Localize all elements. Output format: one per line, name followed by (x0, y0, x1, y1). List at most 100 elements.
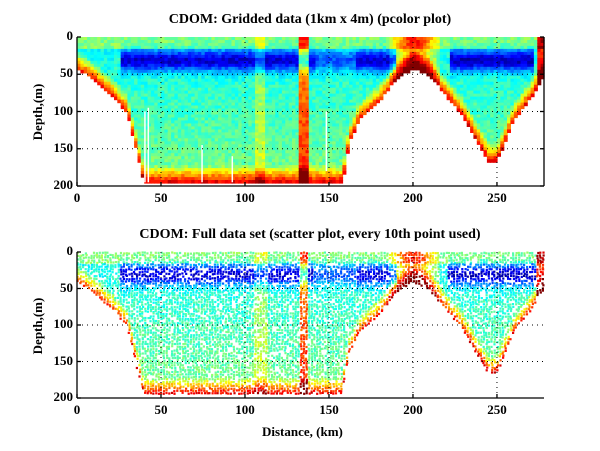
pcolor-cell (466, 87, 471, 92)
pcolor-cell (463, 90, 468, 95)
pcolor-cell (473, 57, 478, 62)
pcolor-cell (460, 96, 464, 101)
pcolor-cell (399, 48, 404, 53)
pcolor-cell (493, 69, 498, 74)
pcolor-cell (325, 90, 330, 95)
pcolor-cell (490, 153, 495, 157)
pcolor-cell (335, 117, 340, 122)
pcolor-cell (208, 45, 212, 50)
pcolor-cell (497, 99, 501, 104)
pcolor-cell (177, 54, 182, 59)
pcolor-cell (392, 72, 397, 77)
pcolor-cell (93, 72, 98, 77)
pcolor-cell (194, 117, 199, 122)
pcolor-cell (332, 108, 337, 113)
pcolor-cell (332, 40, 337, 44)
pcolor-cell (325, 66, 330, 71)
scatter-point (85, 272, 88, 275)
pcolor-cell (224, 165, 229, 169)
pcolor-cell (322, 108, 327, 113)
pcolor-cell (285, 180, 290, 184)
pcolor-cell (446, 63, 451, 68)
pcolor-cell (124, 54, 128, 59)
pcolor-cell (171, 108, 176, 113)
pcolor-cell (483, 111, 488, 116)
pcolor-cell (325, 141, 330, 145)
pcolor-cell (241, 114, 246, 119)
pcolor-cell (214, 75, 219, 80)
pcolor-cell (211, 84, 216, 89)
pcolor-cell (268, 159, 273, 163)
pcolor-cell (480, 102, 485, 107)
pcolor-cell (110, 54, 115, 59)
pcolor-cell (480, 111, 485, 116)
pcolor-cell (221, 150, 226, 154)
pcolor-cell (288, 63, 293, 68)
pcolor-cell (342, 129, 347, 133)
pcolor-cell (214, 123, 219, 127)
pcolor-cell (349, 81, 354, 86)
pcolor-cell (362, 78, 367, 83)
pcolor-cell (523, 54, 528, 59)
pcolor-cell (486, 105, 491, 110)
pcolor-cell (228, 84, 233, 89)
pcolor-cell (339, 69, 344, 74)
pcolor-cell (134, 102, 139, 107)
pcolor-cell (513, 114, 518, 119)
pcolor-cell (480, 132, 485, 136)
pcolor-cell (255, 126, 260, 130)
pcolor-cell (500, 75, 505, 80)
pcolor-cell (124, 57, 128, 62)
pcolor-cell (147, 171, 152, 175)
pcolor-cell (140, 48, 145, 53)
pcolor-cell (255, 43, 260, 47)
pcolor-cell (305, 87, 310, 92)
pcolor-cell (265, 174, 270, 178)
pcolor-cell (315, 174, 320, 178)
pcolor-cell (530, 51, 535, 56)
pcolor-cell (476, 84, 481, 89)
pcolor-cell (480, 117, 485, 122)
pcolor-cell (443, 90, 448, 95)
pcolor-cell (443, 81, 448, 86)
pcolor-cell (127, 66, 132, 71)
pcolor-cell (150, 60, 155, 65)
pcolor-cell (208, 51, 212, 56)
pcolor-cell (211, 93, 216, 98)
pcolor-cell (100, 81, 105, 86)
pcolor-cell (456, 51, 461, 56)
pcolor-cell (255, 75, 260, 80)
pcolor-cell (493, 138, 498, 142)
pcolor-cell (295, 40, 300, 44)
pcolor-cell (255, 90, 260, 95)
pcolor-cell (157, 43, 162, 47)
pcolor-cell (251, 171, 256, 175)
pcolor-cell (275, 126, 280, 130)
pcolor-cell (154, 144, 159, 148)
pcolor-cell (281, 81, 286, 86)
pcolor-cell (329, 105, 333, 110)
pcolor-cell (248, 132, 253, 136)
pcolor-cell (520, 87, 525, 92)
pcolor-cell (278, 40, 283, 44)
pcolor-cell (211, 45, 216, 50)
pcolor-cell (483, 144, 488, 148)
pcolor-cell (369, 51, 374, 56)
pcolor-cell (171, 126, 176, 130)
scatter-point (87, 286, 91, 290)
pcolor-cell (245, 51, 249, 56)
pcolor-cell (218, 72, 223, 77)
pcolor-cell (167, 87, 172, 92)
pcolor-cell (130, 90, 135, 95)
data-gap (147, 107, 150, 183)
pcolor-cell (335, 120, 340, 124)
pcolor-cell (248, 54, 253, 59)
pcolor-cell (486, 90, 491, 95)
pcolor-cell (349, 43, 354, 47)
pcolor-cell (362, 72, 367, 77)
scatter-point (77, 272, 80, 276)
pcolor-cell (446, 37, 451, 41)
pcolor-cell (446, 69, 451, 74)
pcolor-cell (322, 156, 327, 160)
pcolor-cell (520, 93, 525, 98)
